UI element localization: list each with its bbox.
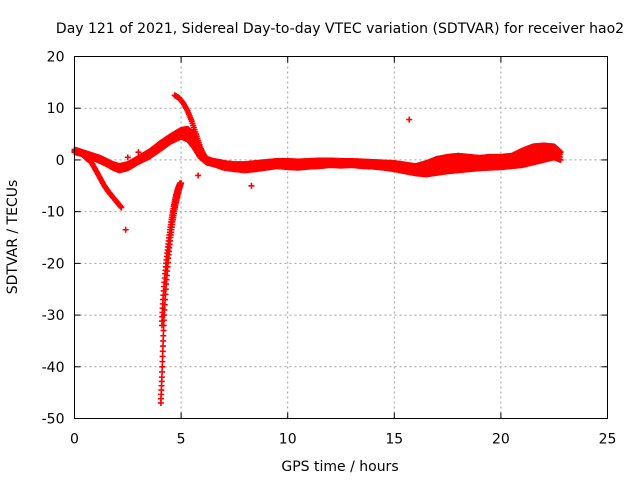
x-tick-label: 0 (70, 432, 79, 448)
data-point (158, 374, 165, 381)
y-tick-label: -40 (42, 360, 65, 376)
data-point (177, 180, 184, 187)
data-point (159, 348, 166, 355)
data-point (159, 353, 166, 360)
data-point (160, 327, 167, 334)
data-point (159, 358, 166, 365)
x-tick-label: 5 (177, 432, 186, 448)
data-point (160, 332, 167, 339)
x-tick-label: 25 (599, 432, 617, 448)
x-tick-label: 15 (385, 432, 403, 448)
data-point (159, 368, 166, 375)
data-point (160, 337, 167, 344)
y-tick-label: -20 (42, 256, 65, 272)
y-tick-label: 10 (47, 101, 65, 117)
data-point (124, 154, 131, 161)
data-points (71, 92, 564, 406)
chart-title: Day 121 of 2021, Sidereal Day-to-day VTE… (56, 21, 624, 37)
data-point (159, 343, 166, 350)
x-tick-label: 10 (279, 432, 297, 448)
data-point (248, 182, 255, 189)
y-tick-label: -50 (42, 412, 65, 428)
data-point (122, 226, 129, 233)
data-point (118, 204, 125, 211)
y-axis-label: SDTVAR / TECUs (5, 180, 21, 295)
data-point (135, 149, 142, 156)
y-tick-label: -10 (42, 205, 65, 221)
grid-lines (74, 56, 608, 419)
x-axis-label: GPS time / hours (281, 459, 398, 475)
y-tick-label: -30 (42, 308, 65, 324)
y-tick-label: 0 (56, 153, 65, 169)
x-tick-label: 20 (492, 432, 510, 448)
plot-frame (74, 56, 608, 419)
data-point (195, 172, 202, 179)
data-point (159, 363, 166, 370)
data-point (556, 151, 563, 158)
axis-ticks: 0 5 10 15 20 25 -50 -40 -30 -20 -10 0 10 20 (42, 50, 617, 448)
data-point (406, 116, 413, 123)
y-tick-label: 20 (47, 50, 65, 66)
